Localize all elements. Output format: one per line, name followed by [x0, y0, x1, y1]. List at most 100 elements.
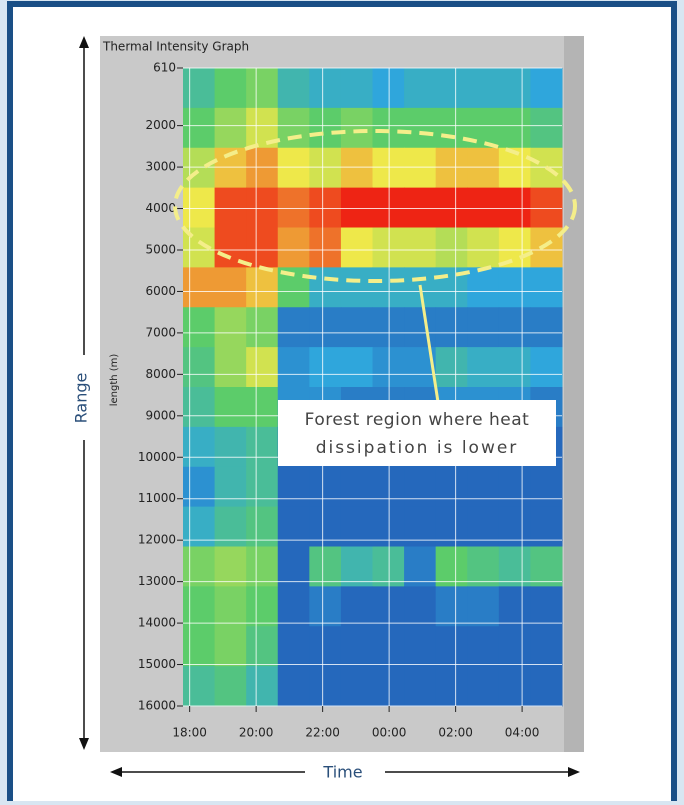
heat-cell	[215, 188, 247, 228]
y-tick-label: 3000	[145, 160, 176, 174]
heat-cell	[404, 228, 436, 268]
heat-cell	[530, 68, 562, 108]
heat-cell	[499, 108, 531, 148]
heat-cell	[499, 547, 531, 587]
heat-cell	[183, 547, 215, 587]
heat-cell	[341, 68, 373, 108]
heat-cell	[404, 307, 436, 347]
y-tick-label: 4000	[145, 201, 176, 215]
heat-cell	[246, 507, 278, 547]
callout-text: dissipation is lower	[316, 438, 519, 458]
chart-title: Thermal Intensity Graph	[102, 40, 249, 54]
y-tick-label: 5000	[145, 242, 176, 256]
chart: Thermal Intensity Graph length (m) 61020…	[0, 0, 684, 801]
heat-cell	[183, 387, 215, 427]
heat-cell	[404, 108, 436, 148]
y-tick-label: 6000	[145, 284, 176, 298]
heat-cell	[278, 68, 310, 108]
heat-cell	[373, 347, 405, 387]
heat-cell	[373, 547, 405, 587]
heat-cell	[404, 188, 436, 228]
heat-cell	[183, 427, 215, 467]
heat-cell	[278, 108, 310, 148]
heat-cell	[183, 68, 215, 108]
heat-cell	[467, 626, 499, 666]
x-tick-label: 20:00	[239, 726, 274, 740]
heat-cell	[341, 507, 373, 547]
heat-cell	[467, 547, 499, 587]
y-tick-label: 8000	[145, 367, 176, 381]
heat-cell	[183, 307, 215, 347]
y-tick-label: 2000	[145, 118, 176, 132]
heat-cell	[341, 626, 373, 666]
heat-cell	[215, 267, 247, 307]
heat-cell	[499, 188, 531, 228]
heat-cell	[530, 507, 562, 547]
heat-cell	[530, 347, 562, 387]
heat-cell	[467, 188, 499, 228]
heat-cell	[215, 467, 247, 507]
heat-cell	[530, 228, 562, 268]
heat-cell	[278, 188, 310, 228]
heat-cell	[278, 666, 310, 706]
heat-cell	[309, 467, 341, 507]
heat-cell	[215, 427, 247, 467]
heat-cell	[183, 467, 215, 507]
heat-cell	[436, 148, 468, 188]
heat-cell	[467, 586, 499, 626]
heat-cell	[467, 267, 499, 307]
heat-cell	[246, 188, 278, 228]
x-tick-label: 02:00	[438, 726, 473, 740]
heatmap	[183, 68, 563, 707]
x-tick-label: 22:00	[305, 726, 340, 740]
heat-cell	[341, 108, 373, 148]
heat-cell	[404, 68, 436, 108]
heat-cell	[499, 347, 531, 387]
outer-y-label: Range	[72, 373, 91, 424]
heat-cell	[183, 586, 215, 626]
heat-cell	[246, 467, 278, 507]
outer-x-label: Time	[322, 763, 362, 782]
heat-cell	[341, 228, 373, 268]
heat-cell	[246, 586, 278, 626]
heat-cell	[467, 228, 499, 268]
heat-cell	[309, 188, 341, 228]
heat-cell	[309, 148, 341, 188]
x-tick-label: 04:00	[505, 726, 540, 740]
heat-cell	[246, 68, 278, 108]
heat-cell	[309, 666, 341, 706]
heat-cell	[499, 626, 531, 666]
heat-cell	[341, 188, 373, 228]
heat-cell	[530, 626, 562, 666]
heat-cell	[436, 68, 468, 108]
heat-cell	[373, 68, 405, 108]
heat-cell	[373, 307, 405, 347]
y-tick-label: 9000	[145, 408, 176, 422]
callout-text: Forest region where heat	[305, 410, 530, 430]
heat-cell	[215, 347, 247, 387]
heat-cell	[278, 148, 310, 188]
heat-cell	[499, 507, 531, 547]
y-tick-label: 7000	[145, 325, 176, 339]
scroll-strip	[564, 36, 584, 752]
heat-cell	[373, 267, 405, 307]
heat-cell	[499, 586, 531, 626]
heat-cell	[215, 507, 247, 547]
heat-cell	[373, 228, 405, 268]
heat-cell	[309, 228, 341, 268]
heat-cell	[373, 666, 405, 706]
heat-cell	[278, 307, 310, 347]
heat-cell	[309, 108, 341, 148]
heat-cell	[215, 666, 247, 706]
heat-cell	[215, 387, 247, 427]
heat-cell	[278, 347, 310, 387]
heat-cell	[499, 666, 531, 706]
heat-cell	[373, 467, 405, 507]
heat-cell	[436, 347, 468, 387]
heat-cell	[467, 68, 499, 108]
heat-cell	[309, 267, 341, 307]
heat-cell	[467, 148, 499, 188]
heat-cell	[467, 467, 499, 507]
heat-cell	[278, 467, 310, 507]
heat-cell	[373, 586, 405, 626]
